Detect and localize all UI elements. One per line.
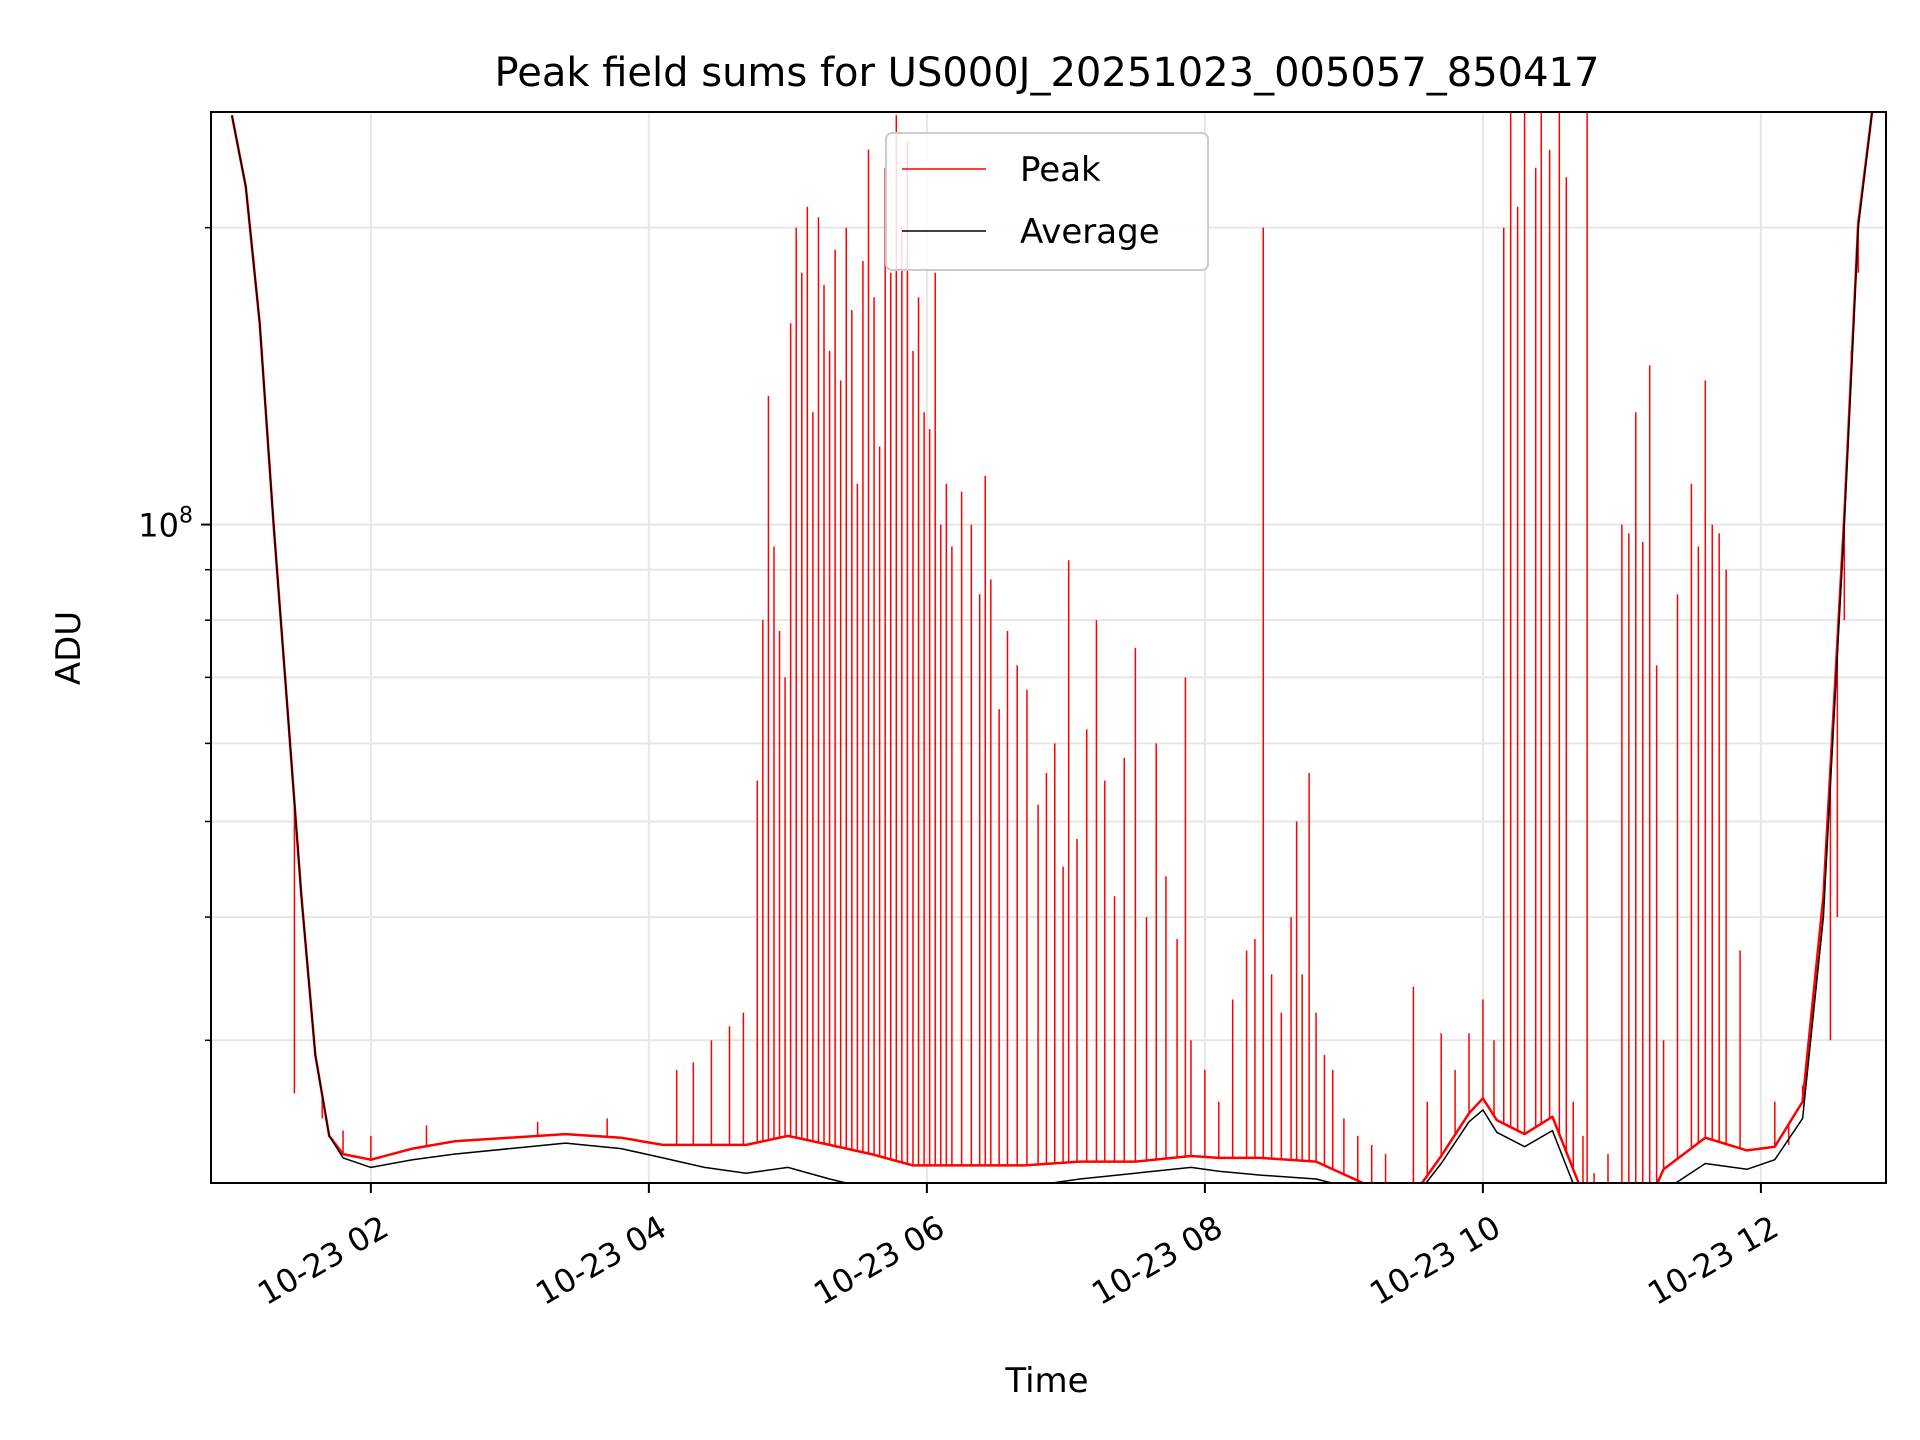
legend-box (885, 132, 1209, 271)
legend-average-label: Average (1020, 212, 1160, 252)
plot-area (230, 112, 1874, 1183)
legend-peak-label: Peak (1020, 150, 1101, 190)
plot-frame (210, 111, 1887, 1184)
average-line (231, 112, 1873, 1183)
y-tick-label: 108 (138, 504, 193, 545)
x-axis-label: Time (1004, 1361, 1088, 1401)
legend: Peak Average (885, 132, 1209, 271)
series-average (231, 112, 1873, 1183)
y-axis-label: ADU (49, 611, 89, 685)
chart-title: Peak field sums for US000J_20251023_0050… (495, 50, 1600, 96)
peak-line (230, 112, 1874, 1183)
series-peak (230, 112, 1874, 1183)
